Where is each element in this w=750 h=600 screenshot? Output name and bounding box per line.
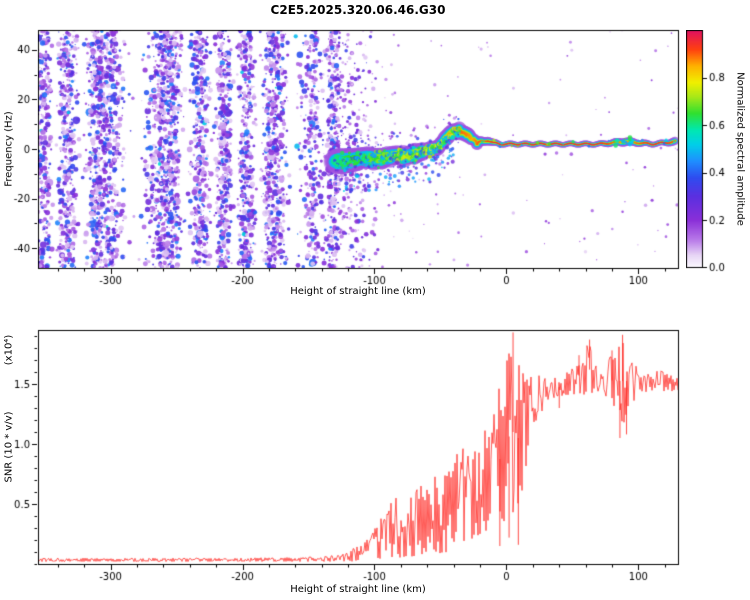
- spectrogram-axes-canvas: [0, 20, 750, 304]
- frequency-axis-label: Frequency (Hz): [3, 111, 15, 187]
- plot-title: C2E5.2025.320.06.46.G30: [270, 3, 446, 17]
- snr-panel: SNR (10 * v/v) (x10⁴) Height of straight…: [0, 304, 750, 600]
- snr-y-axis-label: SNR (10 * v/v): [3, 411, 15, 483]
- spectrogram-x-axis-label: Height of straight line (km): [290, 286, 426, 297]
- snr-scale-label: (x10⁴): [3, 334, 15, 366]
- colorbar-label: Normalized spectral amplitude: [734, 72, 746, 226]
- spectrogram-panel: Frequency (Hz) Normalized spectral ampli…: [0, 20, 750, 304]
- colorbar: [686, 30, 736, 274]
- snr-axes-canvas: [0, 304, 750, 600]
- snr-x-axis-label: Height of straight line (km): [290, 584, 426, 595]
